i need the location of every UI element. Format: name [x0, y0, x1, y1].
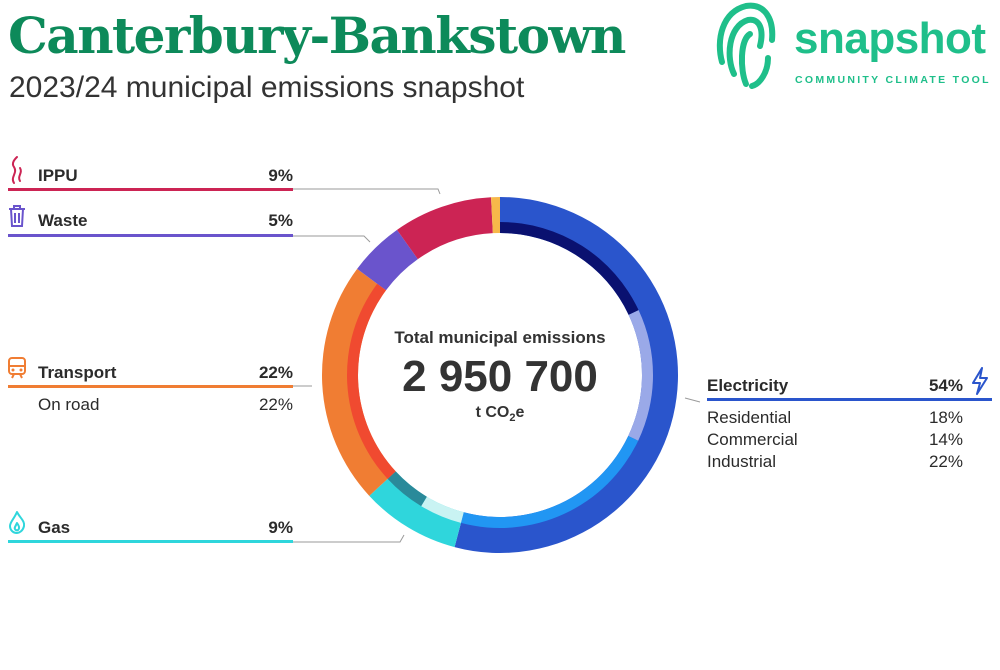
- on-road-percent: 22%: [258, 395, 293, 414]
- on-road-label: On road: [38, 395, 100, 414]
- ippu-percent: 9%: [268, 166, 293, 185]
- electricity-rule: [707, 398, 992, 401]
- ippu-label: IPPU: [38, 166, 78, 185]
- donut-slice-other: [491, 197, 500, 234]
- donut-slice-ippu: [397, 197, 493, 260]
- total-unit: t CO2e: [475, 404, 525, 425]
- page-title: Canterbury-Bankstown: [8, 6, 626, 65]
- waste-label: Waste: [38, 211, 88, 230]
- donut-slice-waste: [357, 229, 418, 291]
- residential-label: Residential: [707, 408, 792, 427]
- electricity-label: Electricity: [707, 376, 789, 395]
- waste-leader-line: [293, 235, 371, 243]
- donut-subslice-electricity-industrial: [460, 435, 639, 528]
- industrial-percent: 22%: [928, 452, 963, 471]
- smoke-icon: [11, 156, 22, 184]
- transport-label: Transport: [38, 363, 117, 382]
- donut-subslice-gas-0: [421, 496, 464, 523]
- lightning-icon: [972, 367, 988, 395]
- donut-subslice-electricity-residential: [500, 222, 639, 315]
- residential-percent: 18%: [928, 408, 963, 427]
- donut-slice-gas: [369, 471, 464, 548]
- total-caption: Total municipal emissions: [394, 328, 606, 347]
- logo-wordmark: snapshot: [794, 14, 986, 63]
- bin-icon: [9, 205, 25, 227]
- commercial-label: Commercial: [707, 430, 798, 449]
- donut-slice-transport: [322, 268, 396, 496]
- donut-subslice-transport-on-road: [346, 283, 396, 479]
- gas-label: Gas: [38, 518, 71, 537]
- gas-leader-line: [293, 534, 405, 543]
- gas-rule: [8, 540, 293, 543]
- ippu-rule: [8, 188, 293, 191]
- electricity-percent: 54%: [928, 376, 963, 395]
- commercial-percent: 14%: [928, 430, 963, 449]
- waste-rule: [8, 234, 293, 237]
- flame-icon: [9, 511, 26, 534]
- transport-rule: [8, 385, 293, 388]
- logo-tagline: COMMUNITY CLIMATE TOOL: [795, 74, 991, 86]
- total-value: 2 950 700: [402, 352, 598, 401]
- donut-subslice-electricity-commercial: [628, 310, 653, 441]
- waste-percent: 5%: [268, 211, 293, 230]
- transport-percent: 22%: [258, 363, 293, 382]
- snapshot-logo: snapshot COMMUNITY CLIMATE TOOL: [712, 0, 1000, 92]
- industrial-label: Industrial: [707, 452, 776, 471]
- ippu-leader-line: [293, 188, 441, 195]
- gas-percent: 9%: [268, 518, 293, 537]
- donut-subslice-gas-1: [387, 471, 427, 507]
- fingerprint-logo-icon: [716, 2, 776, 89]
- page-subtitle: 2023/24 municipal emissions snapshot: [9, 71, 525, 104]
- train-icon: [8, 357, 26, 379]
- electricity-leader-line: [684, 397, 701, 403]
